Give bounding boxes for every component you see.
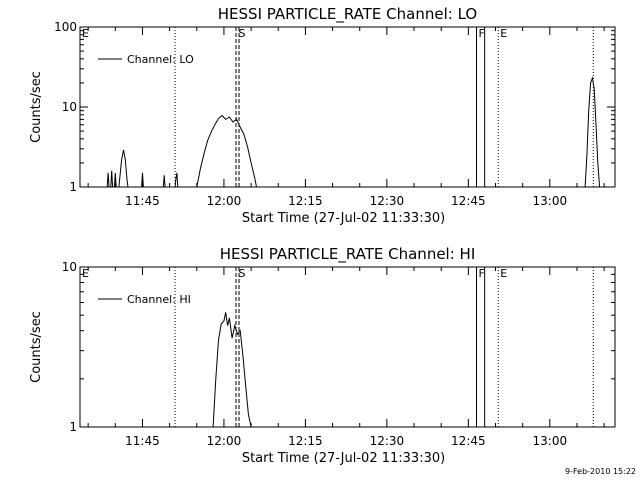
y-tick-label: 1 <box>69 420 77 434</box>
x-tick-label: 11:45 <box>125 434 160 448</box>
marker-label-f: F <box>478 267 484 280</box>
x-tick-label: 12:30 <box>370 194 405 208</box>
marker-label-e: E <box>500 267 507 280</box>
marker-label-s: S <box>239 27 246 40</box>
plot-frame <box>79 26 616 188</box>
y-tick-label: 10 <box>62 260 77 274</box>
x-tick-label: 12:00 <box>207 194 242 208</box>
x-tick-label: 13:00 <box>533 194 568 208</box>
marker-label-e: E <box>82 27 89 40</box>
y-tick-label: 100 <box>54 20 77 34</box>
x-tick-label: 12:15 <box>288 194 323 208</box>
chart-panel-2: HESSI PARTICLE_RATE Channel: HI E S F E 11:45… <box>29 245 616 466</box>
y-tick-label: 10 <box>62 100 77 114</box>
marker-label-f: F <box>478 27 484 40</box>
x-axis-label: Start Time (27-Jul-02 11:33:30) <box>242 451 445 466</box>
x-tick-label: 12:45 <box>451 194 486 208</box>
y-axis-label: Counts/sec <box>29 71 44 143</box>
series-line <box>212 312 252 428</box>
plot-frame <box>79 266 616 428</box>
x-tick-label: 13:00 <box>533 434 568 448</box>
marker-label-e: E <box>500 27 507 40</box>
x-tick-label: 11:45 <box>125 194 160 208</box>
x-tick-label: 12:45 <box>451 434 486 448</box>
x-tick-label: 12:00 <box>207 434 242 448</box>
x-tick-label: 12:15 <box>288 434 323 448</box>
marker-label-e: E <box>82 267 89 280</box>
x-axis-label: Start Time (27-Jul-02 11:33:30) <box>242 211 445 226</box>
generation-timestamp: 9-Feb-2010 15:22 <box>565 467 636 476</box>
marker-label-s: S <box>239 267 246 280</box>
chart-panel-1: HESSI PARTICLE_RATE Channel: LO E S F E 11:45… <box>29 5 616 226</box>
y-tick-label: 1 <box>69 180 77 194</box>
legend-label: Channel: LO <box>127 53 194 66</box>
chart-title: HESSI PARTICLE_RATE Channel: HI <box>220 245 476 264</box>
legend-label: Channel: HI <box>127 293 191 306</box>
y-axis-label: Counts/sec <box>29 311 44 383</box>
series-line <box>106 76 601 188</box>
chart-title: HESSI PARTICLE_RATE Channel: LO <box>218 5 477 24</box>
x-tick-label: 12:30 <box>370 434 405 448</box>
